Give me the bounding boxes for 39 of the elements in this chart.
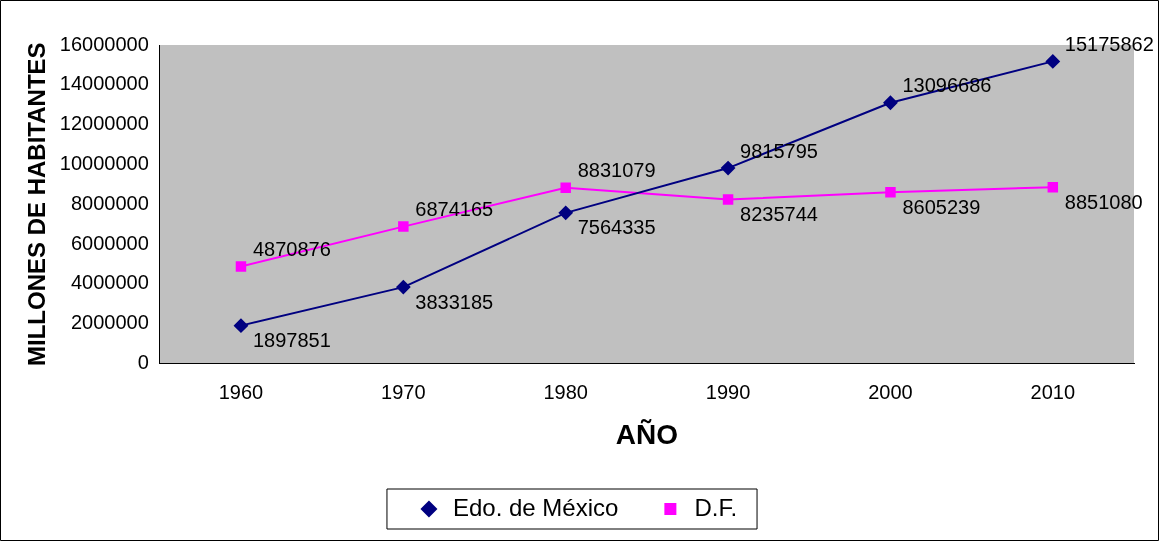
data-label: 8605239	[902, 195, 981, 218]
point	[1047, 182, 1059, 193]
y-tick-label: 16000000	[59, 32, 149, 55]
x-tick-label: 1990	[705, 380, 751, 403]
point	[558, 205, 573, 220]
x-axis-title: AÑO	[615, 418, 679, 450]
legend-label: D.F.	[694, 493, 738, 521]
data-label: 3833185	[415, 290, 494, 313]
point	[560, 182, 571, 193]
x-tick-label: 2010	[1030, 380, 1076, 403]
point	[1045, 54, 1060, 69]
x-tick-label: 1980	[543, 380, 588, 403]
x-tick-label: 1970	[381, 380, 426, 403]
y-tick-label: 4000000	[70, 271, 149, 294]
y-axis-title: MILLONES DE HABITANTES	[23, 42, 51, 366]
point	[722, 194, 734, 205]
point	[885, 186, 896, 198]
y-tick-label: 0	[137, 350, 149, 373]
x-tick-label: 2000	[868, 380, 913, 403]
legend-label: Edo. de México	[452, 493, 619, 521]
point	[233, 318, 248, 333]
data-label: 1897851	[252, 329, 331, 352]
point	[883, 95, 898, 110]
data-label: 8851080	[1064, 190, 1143, 213]
x-tick-label: 1960	[218, 380, 264, 403]
data-label: 15175862	[1064, 32, 1154, 55]
data-label: 8235744	[740, 203, 818, 226]
point	[398, 221, 409, 232]
y-tick-label: 8000000	[70, 191, 149, 214]
y-tick-label: 10000000	[59, 151, 149, 174]
data-label: 8831079	[577, 159, 656, 182]
point	[396, 280, 411, 295]
y-tick-label: 2000000	[70, 311, 149, 334]
y-tick-label: 12000000	[59, 112, 149, 135]
point	[721, 161, 736, 176]
data-label: 7564335	[577, 216, 656, 239]
y-tick-label: 6000000	[70, 231, 149, 254]
point	[235, 261, 247, 272]
y-tick-label: 14000000	[59, 72, 149, 95]
